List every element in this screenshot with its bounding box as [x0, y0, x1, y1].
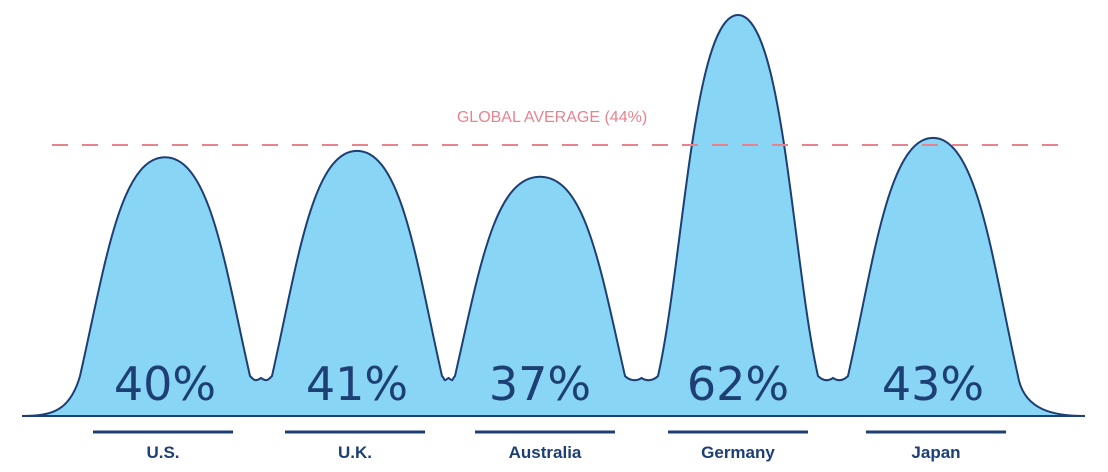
- distribution-area: [21, 13, 1086, 417]
- value-label-1: 41%: [306, 357, 408, 411]
- category-label-4: Japan: [911, 443, 960, 462]
- category-label-2: Australia: [509, 443, 582, 462]
- global-average-label: GLOBAL AVERAGE (44%): [457, 109, 647, 126]
- value-label-0: 40%: [114, 357, 216, 411]
- category-label-1: U.K.: [338, 443, 372, 462]
- value-label-2: 37%: [489, 357, 591, 411]
- value-label-4: 43%: [882, 357, 984, 411]
- value-label-3: 62%: [687, 357, 789, 411]
- category-label-0: U.S.: [146, 443, 179, 462]
- category-label-3: Germany: [701, 443, 775, 462]
